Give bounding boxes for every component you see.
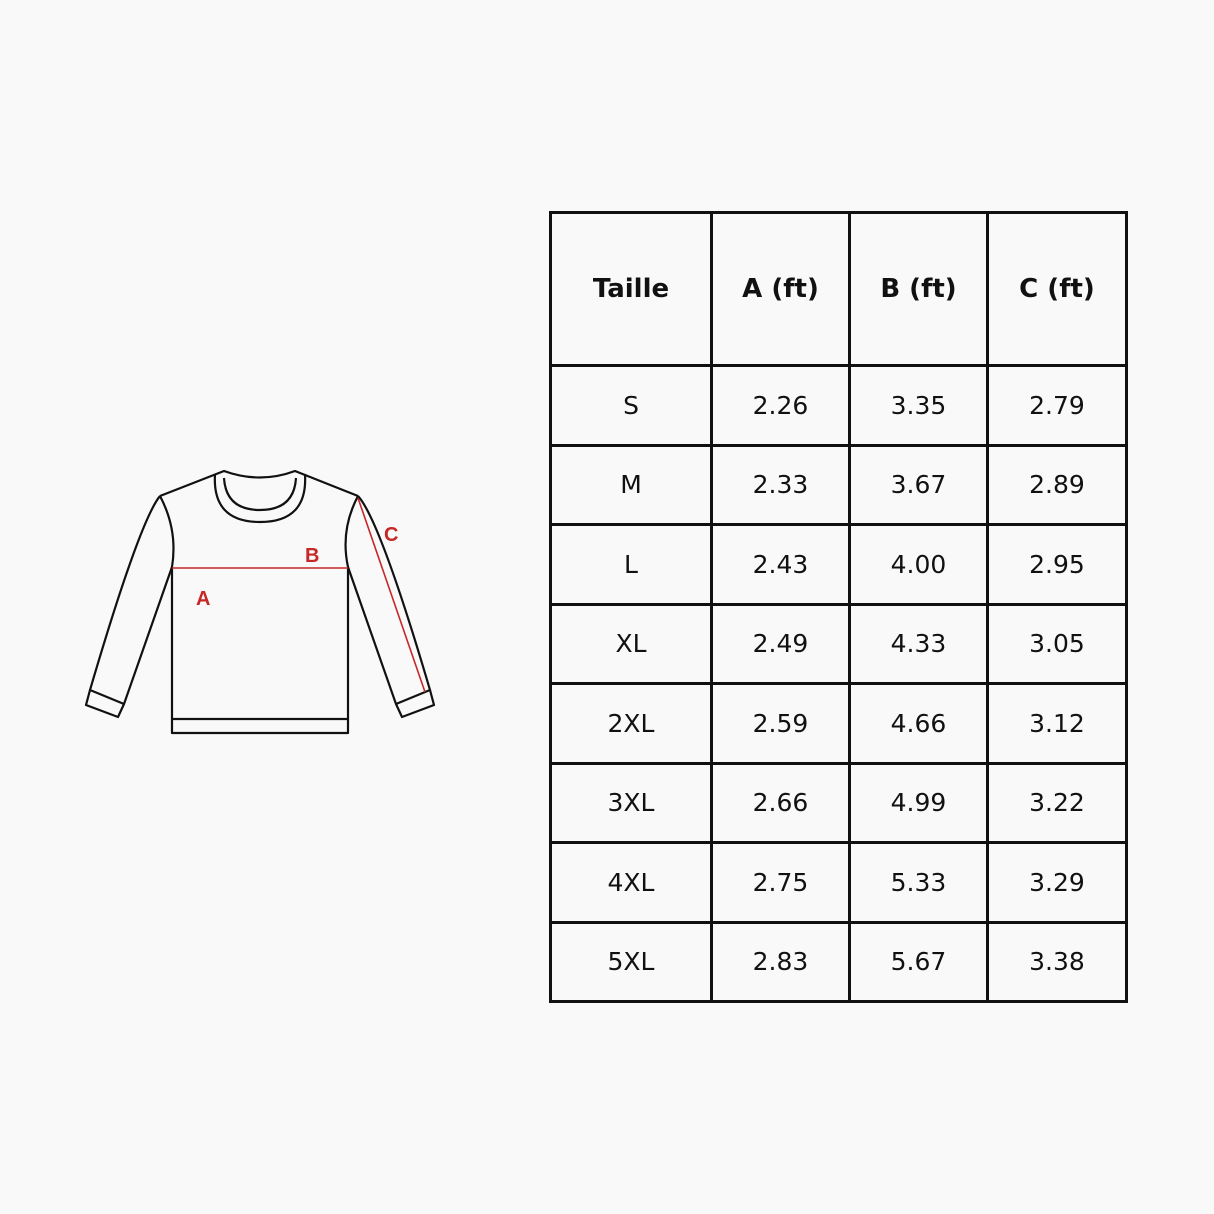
measure-cell: 2.89 [986, 443, 1128, 526]
table-row: S 2.26 3.35 2.79 [549, 364, 1128, 447]
table-row: 4XL 2.75 5.33 3.29 [549, 841, 1128, 924]
size-cell: 5XL [549, 920, 713, 1003]
measure-cell: 3.38 [986, 920, 1128, 1003]
label-c: C [384, 524, 398, 546]
measure-cell: 4.33 [848, 602, 989, 685]
measure-cell: 5.67 [848, 920, 989, 1003]
measure-cell: 3.67 [848, 443, 989, 526]
measure-cell: 2.49 [710, 602, 851, 685]
table-row: M 2.33 3.67 2.89 [549, 443, 1128, 526]
table-row: 3XL 2.66 4.99 3.22 [549, 761, 1128, 844]
measure-cell: 2.66 [710, 761, 851, 844]
header-c: C (ft) [986, 211, 1128, 367]
measure-cell: 4.66 [848, 682, 989, 765]
measure-cell: 3.35 [848, 364, 989, 447]
table-row: 5XL 2.83 5.67 3.38 [549, 920, 1128, 1003]
measure-cell: 4.00 [848, 523, 989, 606]
table-row: 2XL 2.59 4.66 3.12 [549, 682, 1128, 765]
measure-cell: 2.43 [710, 523, 851, 606]
size-cell: 2XL [549, 682, 713, 765]
table-row: XL 2.49 4.33 3.05 [549, 602, 1128, 685]
measure-cell: 4.99 [848, 761, 989, 844]
measure-cell: 2.79 [986, 364, 1128, 447]
measure-cell: 3.05 [986, 602, 1128, 685]
label-a: A [196, 588, 210, 610]
size-cell: L [549, 523, 713, 606]
sweater-outline [84, 469, 436, 735]
header-a: A (ft) [710, 211, 851, 367]
size-cell: S [549, 364, 713, 447]
header-size: Taille [549, 211, 713, 367]
header-row: Taille A (ft) B (ft) C (ft) [549, 211, 1128, 367]
table-row: L 2.43 4.00 2.95 [549, 523, 1128, 606]
size-cell: 4XL [549, 841, 713, 924]
size-table: Taille A (ft) B (ft) C (ft) S 2.26 3.35 2.7… [549, 211, 1128, 1003]
size-cell: M [549, 443, 713, 526]
measure-cell: 2.95 [986, 523, 1128, 606]
measure-cell: 3.12 [986, 682, 1128, 765]
measure-cell: 2.26 [710, 364, 851, 447]
measure-cell: 3.29 [986, 841, 1128, 924]
sweater-diagram: A B C [84, 469, 436, 735]
measure-cell: 2.83 [710, 920, 851, 1003]
size-cell: 3XL [549, 761, 713, 844]
size-cell: XL [549, 602, 713, 685]
measure-cell: 2.75 [710, 841, 851, 924]
measure-cell: 5.33 [848, 841, 989, 924]
measure-cell: 2.59 [710, 682, 851, 765]
measure-cell: 2.33 [710, 443, 851, 526]
measure-cell: 3.22 [986, 761, 1128, 844]
measure-line-c [357, 497, 426, 693]
label-b: B [305, 545, 319, 567]
header-b: B (ft) [848, 211, 989, 367]
